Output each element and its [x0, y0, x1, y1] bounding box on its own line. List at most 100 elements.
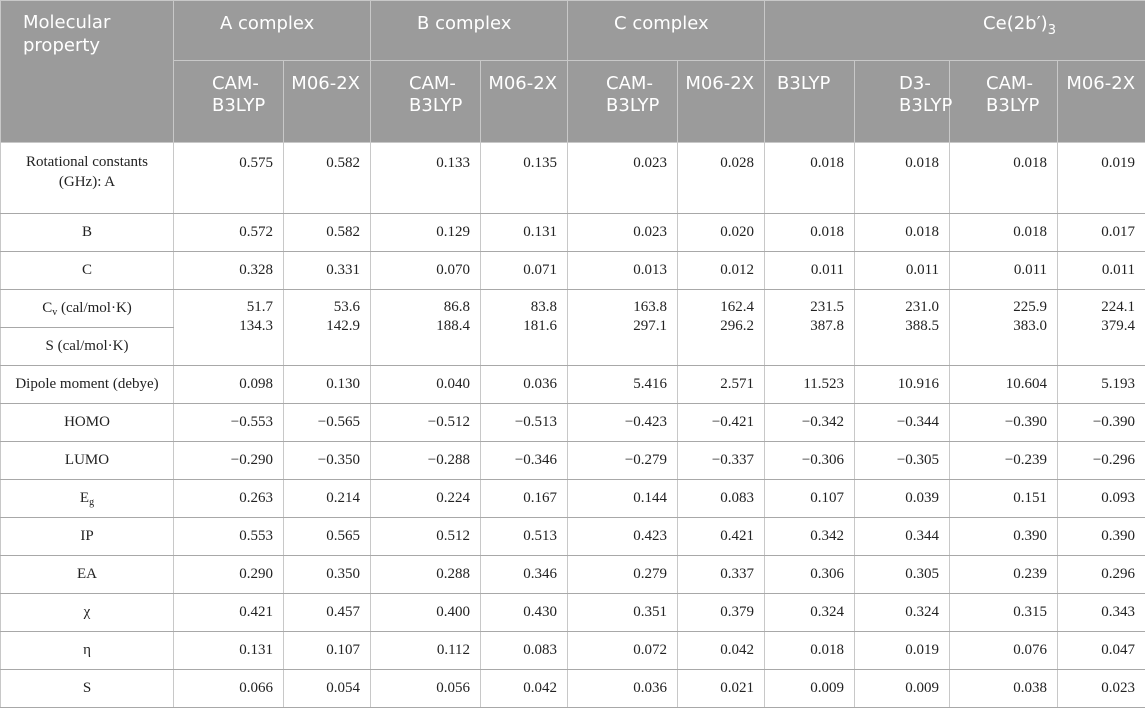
- table-cell: 0.018: [765, 143, 855, 214]
- table-cell: 0.011: [765, 252, 855, 290]
- table-cell: 0.023: [568, 214, 678, 252]
- table-cell: 0.093: [1058, 480, 1145, 518]
- table-cell: 0.513: [481, 518, 568, 556]
- s-value: 188.4: [377, 317, 470, 336]
- table-cell: −0.512: [371, 404, 481, 442]
- table-cell: 0.018: [950, 214, 1058, 252]
- table-cell: 0.421: [678, 518, 765, 556]
- table-cell: 0.076: [950, 632, 1058, 670]
- table-cell: −0.553: [174, 404, 284, 442]
- table-cell: −0.346: [481, 442, 568, 480]
- header-group-b-complex: B complex: [371, 1, 568, 61]
- s-value: 387.8: [771, 317, 844, 336]
- row-label: Eg: [1, 480, 174, 518]
- table-cell: 0.423: [568, 518, 678, 556]
- row-label: Dipole moment (debye): [1, 366, 174, 404]
- row-label: EA: [1, 556, 174, 594]
- header-method: CAM-B3LYP: [371, 61, 481, 143]
- table-row: LUMO −0.290 −0.350 −0.288 −0.346 −0.279 …: [1, 442, 1145, 480]
- table-cell: 0.023: [568, 143, 678, 214]
- table-cell: 0.342: [765, 518, 855, 556]
- table-cell: 2.571: [678, 366, 765, 404]
- table-cell: 0.019: [855, 632, 950, 670]
- table-header: Molecular property A complex B complex C…: [1, 1, 1145, 143]
- cv-value: 53.6: [290, 298, 360, 317]
- table-cell: 0.263: [174, 480, 284, 518]
- table-cell: 0.296: [1058, 556, 1145, 594]
- header-method: B3LYP: [765, 61, 855, 143]
- table-row: B 0.572 0.582 0.129 0.131 0.023 0.020 0.…: [1, 214, 1145, 252]
- table-cell: 0.343: [1058, 594, 1145, 632]
- cv-value: 83.8: [487, 298, 557, 317]
- table-cell: 0.390: [950, 518, 1058, 556]
- table-cell: 0.306: [765, 556, 855, 594]
- table-cell: 0.054: [284, 670, 371, 708]
- table-cell: 0.066: [174, 670, 284, 708]
- header-group-ce-subscript: 3: [1048, 23, 1056, 38]
- table-cell: 0.131: [481, 214, 568, 252]
- table-cell: −0.290: [174, 442, 284, 480]
- header-group-ce-text: Ce(2b′): [983, 13, 1048, 34]
- table-cell: 0.107: [765, 480, 855, 518]
- table-body: Rotational constants (GHz): A 0.575 0.58…: [1, 143, 1145, 708]
- s-value: 383.0: [956, 317, 1047, 336]
- table-row: C 0.328 0.331 0.070 0.071 0.013 0.012 0.…: [1, 252, 1145, 290]
- table-cell: 0.039: [855, 480, 950, 518]
- table-cell: 0.011: [855, 252, 950, 290]
- header-group-ce-2b-3: Ce(2b′)3: [765, 1, 1145, 61]
- table-cell: 0.350: [284, 556, 371, 594]
- table-cell: 0.112: [371, 632, 481, 670]
- table-row: Rotational constants (GHz): A 0.575 0.58…: [1, 143, 1145, 214]
- table-cell: 0.346: [481, 556, 568, 594]
- cv-value: 231.5: [771, 298, 844, 317]
- table-cell: 0.400: [371, 594, 481, 632]
- table-cell: 0.324: [855, 594, 950, 632]
- table-cell: 0.036: [481, 366, 568, 404]
- table-cell: 0.042: [481, 670, 568, 708]
- cv-value: 231.0: [861, 298, 939, 317]
- table-row: χ 0.421 0.457 0.400 0.430 0.351 0.379 0.…: [1, 594, 1145, 632]
- table-cell: −0.350: [284, 442, 371, 480]
- table-cell: 0.379: [678, 594, 765, 632]
- table-cell: 0.279: [568, 556, 678, 594]
- table-cell: −0.344: [855, 404, 950, 442]
- table-cell: 0.331: [284, 252, 371, 290]
- header-method: CAM-B3LYP: [950, 61, 1058, 143]
- table-cell: 0.023: [1058, 670, 1145, 708]
- cv-value: 225.9: [956, 298, 1047, 317]
- table-cell: −0.239: [950, 442, 1058, 480]
- table-cell: 0.018: [765, 214, 855, 252]
- table-cell: −0.421: [678, 404, 765, 442]
- header-group-c-complex: C complex: [568, 1, 765, 61]
- header-group-a-complex: A complex: [174, 1, 371, 61]
- table-cell: 0.056: [371, 670, 481, 708]
- table-cell: 0.130: [284, 366, 371, 404]
- table-cell: −0.296: [1058, 442, 1145, 480]
- table-cell: 0.017: [1058, 214, 1145, 252]
- table-cell: 0.083: [481, 632, 568, 670]
- table-cell: 0.012: [678, 252, 765, 290]
- table-cell: 0.239: [950, 556, 1058, 594]
- table-cell: 0.021: [678, 670, 765, 708]
- table-cell: 0.144: [568, 480, 678, 518]
- table-cell: 0.018: [765, 632, 855, 670]
- table-cell: −0.390: [1058, 404, 1145, 442]
- row-label: LUMO: [1, 442, 174, 480]
- table-cell: −0.513: [481, 404, 568, 442]
- table-cell: −0.342: [765, 404, 855, 442]
- table-cell: 0.572: [174, 214, 284, 252]
- table-cell: 0.565: [284, 518, 371, 556]
- table-cell: 0.582: [284, 214, 371, 252]
- table-cell: 0.011: [1058, 252, 1145, 290]
- table-cell: 0.575: [174, 143, 284, 214]
- cv-value: 86.8: [377, 298, 470, 317]
- table-cell: 0.071: [481, 252, 568, 290]
- table-cell: 0.019: [1058, 143, 1145, 214]
- table-cell: 0.167: [481, 480, 568, 518]
- table-cell: 0.290: [174, 556, 284, 594]
- table-cell: 10.916: [855, 366, 950, 404]
- table-cell: 0.083: [678, 480, 765, 518]
